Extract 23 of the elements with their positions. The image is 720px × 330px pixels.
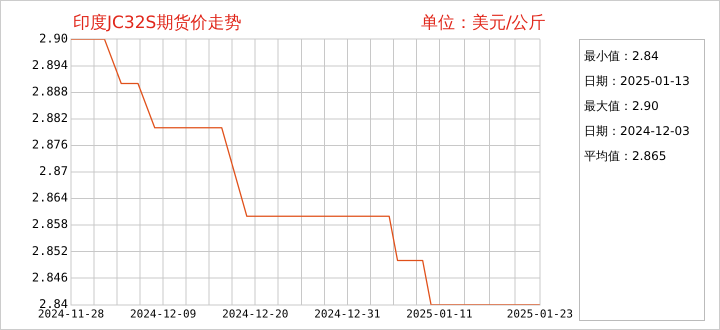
x-tick-label: 2024-12-09 (130, 307, 196, 320)
y-tick-label: 2.876 (32, 138, 68, 152)
text: 最大值：2.90 (584, 98, 660, 115)
x-tick-label: 2024-12-31 (314, 307, 380, 320)
y-tick-label: 2.864 (32, 190, 68, 205)
y-tick-label: 2.87 (39, 164, 68, 178)
text: 最小值：2.84 (584, 48, 660, 65)
chart-title: 印度JC32S期货价走势 (73, 12, 242, 34)
y-tick-label: 2.888 (32, 84, 68, 98)
x-tick-label: 2025-01-23 (506, 307, 574, 320)
y-tick-label: 2.882 (32, 111, 68, 126)
text: 平均值：2.865 (584, 148, 668, 165)
text: 日期：2025-01-13 (584, 73, 691, 90)
x-tick-label: 2025-01-11 (406, 307, 473, 320)
y-tick-label: 2.90 (39, 31, 68, 46)
y-tick-label: 2.894 (32, 58, 68, 72)
y-tick-label: 2.858 (32, 217, 68, 232)
x-tick-label: 2024-11-28 (38, 307, 104, 320)
x-tick-label: 2024-12-20 (222, 307, 288, 320)
chart-subtitle: 单位：美元/公斤 (421, 12, 546, 34)
text: 日期：2024-12-03 (584, 123, 691, 140)
y-tick-label: 2.852 (32, 244, 68, 258)
y-tick-label: 2.846 (32, 270, 68, 284)
